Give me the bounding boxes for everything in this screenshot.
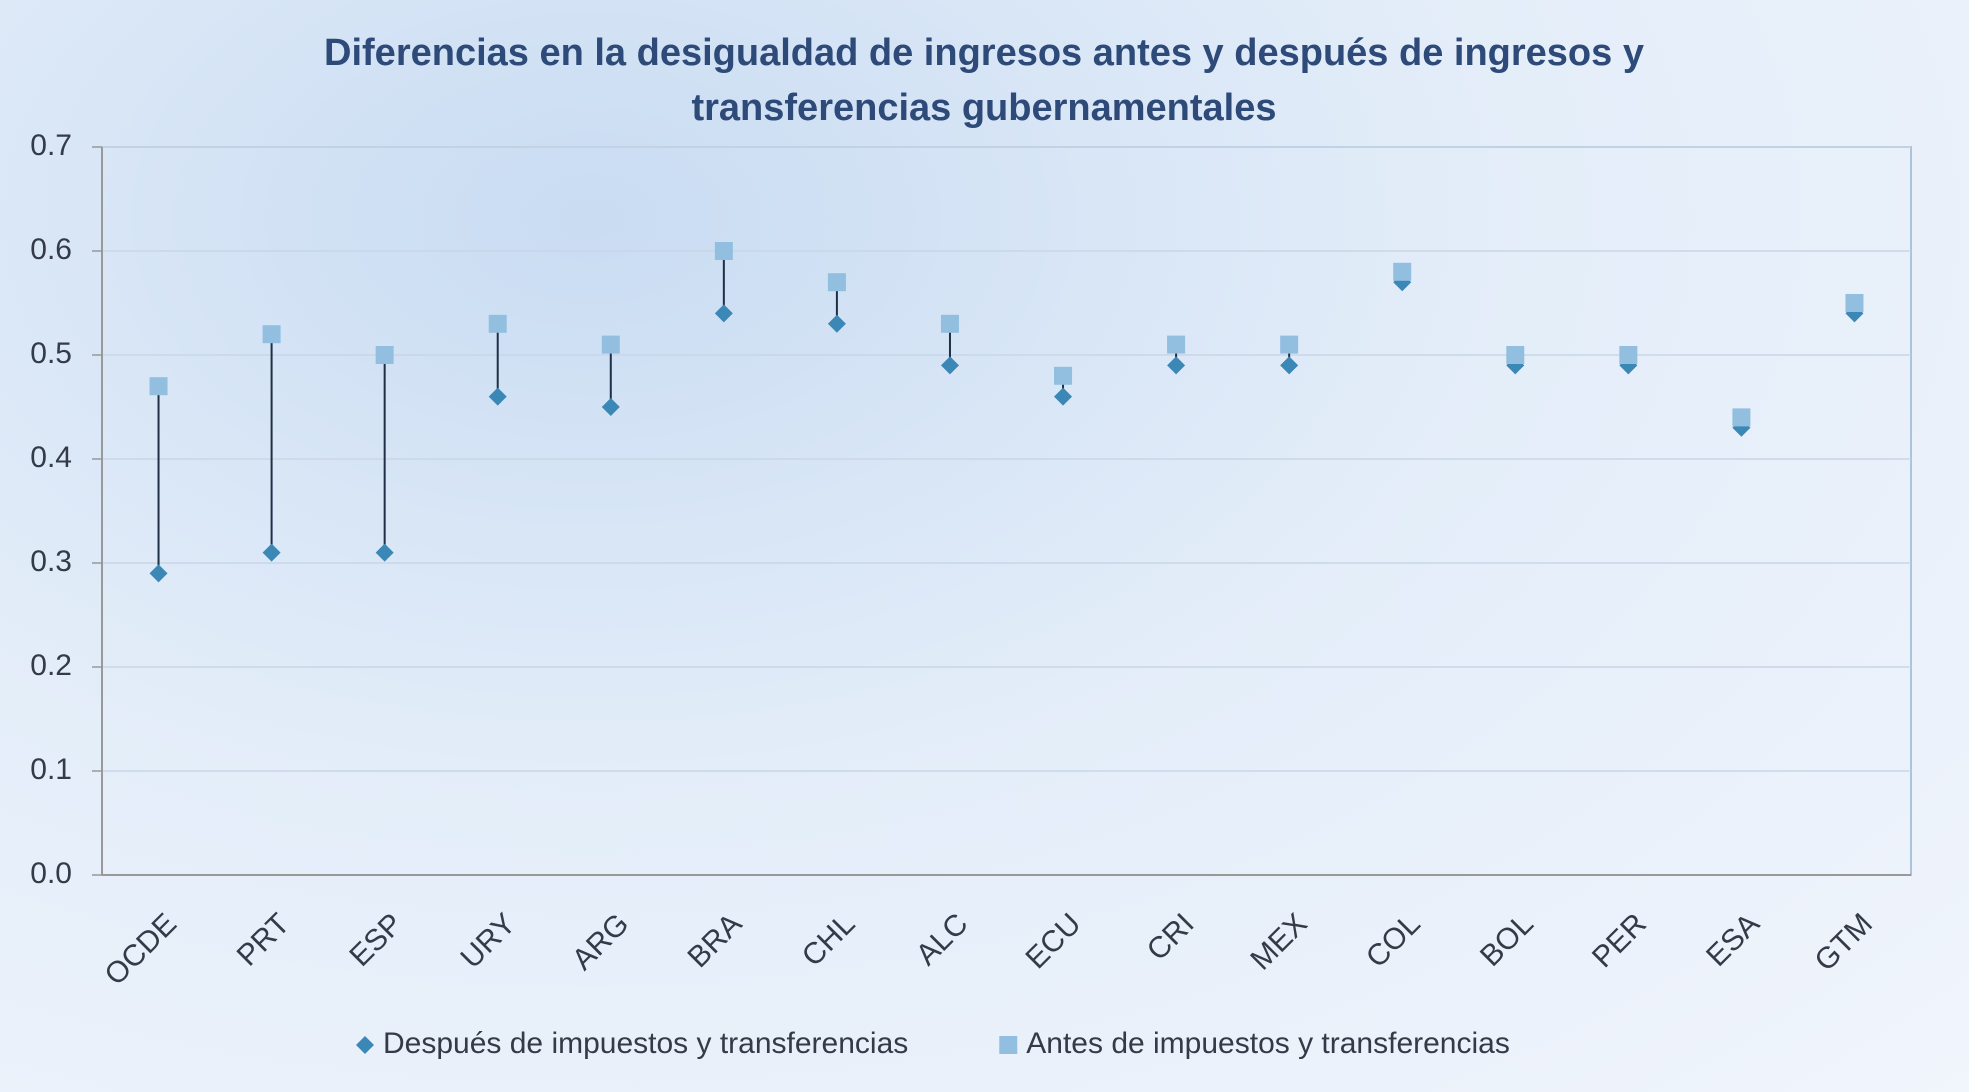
diamond-marker xyxy=(940,356,959,375)
square-marker xyxy=(375,346,394,364)
square-marker xyxy=(1845,294,1864,312)
square-marker xyxy=(1393,262,1412,281)
x-tick-label: ESA xyxy=(1700,907,1766,973)
y-tick-label: 0.7 xyxy=(30,129,72,162)
x-tick-label: OCDE xyxy=(98,907,183,992)
chart-title: Diferencias en la desigualdad de ingreso… xyxy=(324,32,1644,129)
x-tick-label: ALC xyxy=(910,907,975,972)
y-tick-label: 0.5 xyxy=(30,337,72,370)
y-tick-label: 0.0 xyxy=(30,857,72,890)
diamond-marker xyxy=(262,543,281,562)
square-marker xyxy=(149,377,168,396)
square-marker xyxy=(940,314,959,333)
square-marker xyxy=(1280,335,1299,354)
square-marker xyxy=(1506,346,1525,364)
x-tick-label: PRT xyxy=(231,907,296,972)
square-marker xyxy=(1619,346,1638,364)
x-tick-label: ECU xyxy=(1019,907,1087,975)
x-tick-label: GTM xyxy=(1809,907,1879,977)
diamond-marker xyxy=(149,564,168,583)
diamond-marker xyxy=(601,398,620,416)
x-tick-label: MEX xyxy=(1244,907,1313,976)
square-marker xyxy=(1054,366,1073,385)
square-marker xyxy=(601,335,620,354)
diamond-marker xyxy=(827,314,846,333)
square-marker xyxy=(1732,408,1751,427)
square-marker xyxy=(262,325,281,344)
x-tick-label: ESP xyxy=(343,907,409,973)
diamond-marker xyxy=(488,387,507,406)
x-tick-label: CRI xyxy=(1141,907,1201,967)
legend-marker xyxy=(356,1036,374,1054)
y-tick-label: 0.6 xyxy=(30,233,72,266)
diamond-marker xyxy=(714,304,733,323)
square-marker xyxy=(488,314,507,333)
diamond-marker xyxy=(1167,356,1186,375)
square-marker xyxy=(714,242,733,260)
x-tick-label: URY xyxy=(455,907,523,975)
x-tick-label: CHL xyxy=(796,907,862,973)
x-tick-label: COL xyxy=(1360,907,1427,974)
legend-label: Después de impuestos y transferencias xyxy=(383,1027,908,1060)
y-tick-label: 0.2 xyxy=(30,649,72,682)
plot-area xyxy=(101,146,1912,876)
square-marker xyxy=(827,273,846,292)
legend-marker xyxy=(999,1036,1018,1054)
x-tick-label: BRA xyxy=(681,907,748,974)
x-tick-label: BOL xyxy=(1474,907,1540,973)
diamond-marker xyxy=(375,543,394,562)
y-tick-label: 0.3 xyxy=(30,545,72,578)
square-marker xyxy=(1167,335,1186,354)
x-tick-label: PER xyxy=(1586,907,1653,974)
y-tick-label: 0.4 xyxy=(30,441,72,474)
x-tick-label: ARG xyxy=(566,907,635,976)
y-tick-label: 0.1 xyxy=(30,753,72,786)
diamond-marker xyxy=(1054,387,1073,406)
diamond-marker xyxy=(1280,356,1299,375)
legend-label: Antes de impuestos y transferencias xyxy=(1026,1027,1510,1060)
